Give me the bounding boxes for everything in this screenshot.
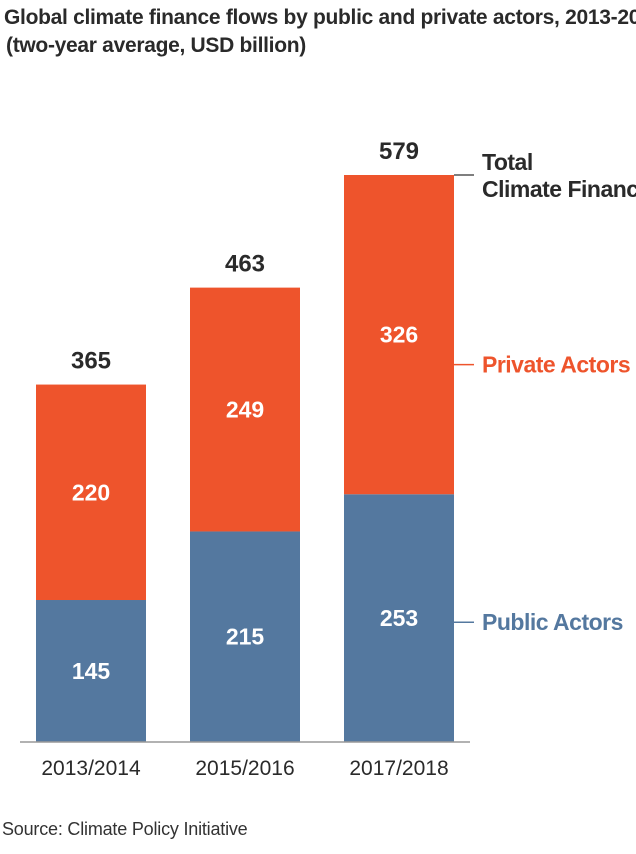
bar-private-2 bbox=[190, 287, 300, 532]
legend-private-actors: Private Actors bbox=[482, 352, 630, 378]
chart-subtitle: (two-year average, USD billion) bbox=[6, 34, 306, 57]
data-label-total-2: 463 bbox=[225, 251, 265, 278]
bar-public-3 bbox=[344, 494, 454, 742]
data-label-private-3: 326 bbox=[380, 322, 418, 348]
chart-title-block: Global climate finance flows by public a… bbox=[4, 4, 636, 60]
data-label-public-1: 145 bbox=[72, 658, 111, 684]
chart-title: Global climate finance flows by public a… bbox=[4, 6, 636, 29]
data-label-private-2: 249 bbox=[226, 397, 264, 423]
bar-public-2 bbox=[190, 531, 300, 742]
total-label-line-1: Total bbox=[482, 149, 533, 175]
data-label-private-1: 220 bbox=[72, 479, 110, 505]
data-label-total-3: 579 bbox=[379, 138, 419, 165]
bar-private-3 bbox=[344, 175, 454, 495]
total-label-line-2: Climate Finance bbox=[482, 176, 636, 202]
data-label-public-3: 253 bbox=[380, 605, 418, 631]
bar-private-1 bbox=[36, 384, 146, 601]
data-label-public-2: 215 bbox=[226, 624, 265, 650]
x-tick-label-3: 2017/2018 bbox=[349, 757, 448, 780]
x-tick-label-2: 2015/2016 bbox=[195, 757, 294, 780]
bar-public-1 bbox=[36, 600, 146, 742]
source-note: Source: Climate Policy Initiative bbox=[2, 819, 248, 839]
x-tick-label-1: 2013/2014 bbox=[41, 757, 141, 780]
data-label-total-1: 365 bbox=[71, 348, 111, 375]
legend-public-actors: Public Actors bbox=[482, 609, 623, 635]
